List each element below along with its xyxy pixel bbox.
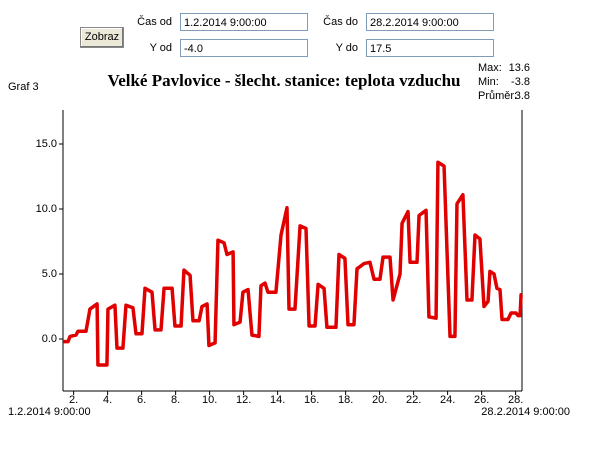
x-tick-label: 20.: [372, 394, 387, 406]
x-tick-label: 6.: [137, 394, 146, 406]
data-line: [63, 160, 523, 367]
x-tick-label: 14.: [270, 394, 285, 406]
y-tick-label: 5.0: [42, 268, 57, 280]
x-tick-label: 2.: [69, 394, 78, 406]
chart-title: Velké Pavlovice - šlecht. stanice: teplo…: [107, 71, 460, 90]
x-tick-label: 4.: [103, 394, 112, 406]
show-button[interactable]: Zobraz: [80, 27, 124, 48]
stat-value: 3.8: [515, 90, 530, 102]
x-tick-label: 28.: [508, 394, 523, 406]
field-label: Y od: [149, 42, 172, 54]
y-tick-label: 10.0: [36, 203, 57, 215]
x-tick-label: 22.: [406, 394, 421, 406]
field-label: Y do: [335, 42, 358, 54]
x-tick-label: 26.: [474, 394, 489, 406]
field-label: Čas od: [137, 16, 172, 28]
range-start: 1.2.2014 9:00:00: [8, 406, 91, 418]
field-label: Čas do: [323, 16, 358, 28]
y-tick-label: 0.0: [42, 333, 57, 345]
x-tick-label: 16.: [304, 394, 319, 406]
text-input[interactable]: 17.5: [366, 39, 494, 57]
text-input[interactable]: 1.2.2014 9:00:00: [180, 13, 308, 31]
stat-value: 13.6: [509, 62, 530, 74]
stat-label: Průměr:: [478, 90, 517, 102]
x-tick-label: 12.: [236, 394, 251, 406]
graph-label: Graf 3: [8, 81, 39, 93]
x-tick-label: 18.: [338, 394, 353, 406]
range-end: 28.2.2014 9:00:00: [481, 406, 570, 418]
x-tick-label: 24.: [440, 394, 455, 406]
y-tick-label: 15.0: [36, 138, 57, 150]
stat-label: Max:: [478, 62, 502, 74]
text-input[interactable]: 28.2.2014 9:00:00: [366, 13, 494, 31]
stat-value: -3.8: [511, 76, 530, 88]
x-tick-label: 10.: [202, 394, 217, 406]
text-input[interactable]: -4.0: [180, 39, 308, 57]
stat-label: Min:: [478, 76, 499, 88]
x-tick-label: 8.: [171, 394, 180, 406]
